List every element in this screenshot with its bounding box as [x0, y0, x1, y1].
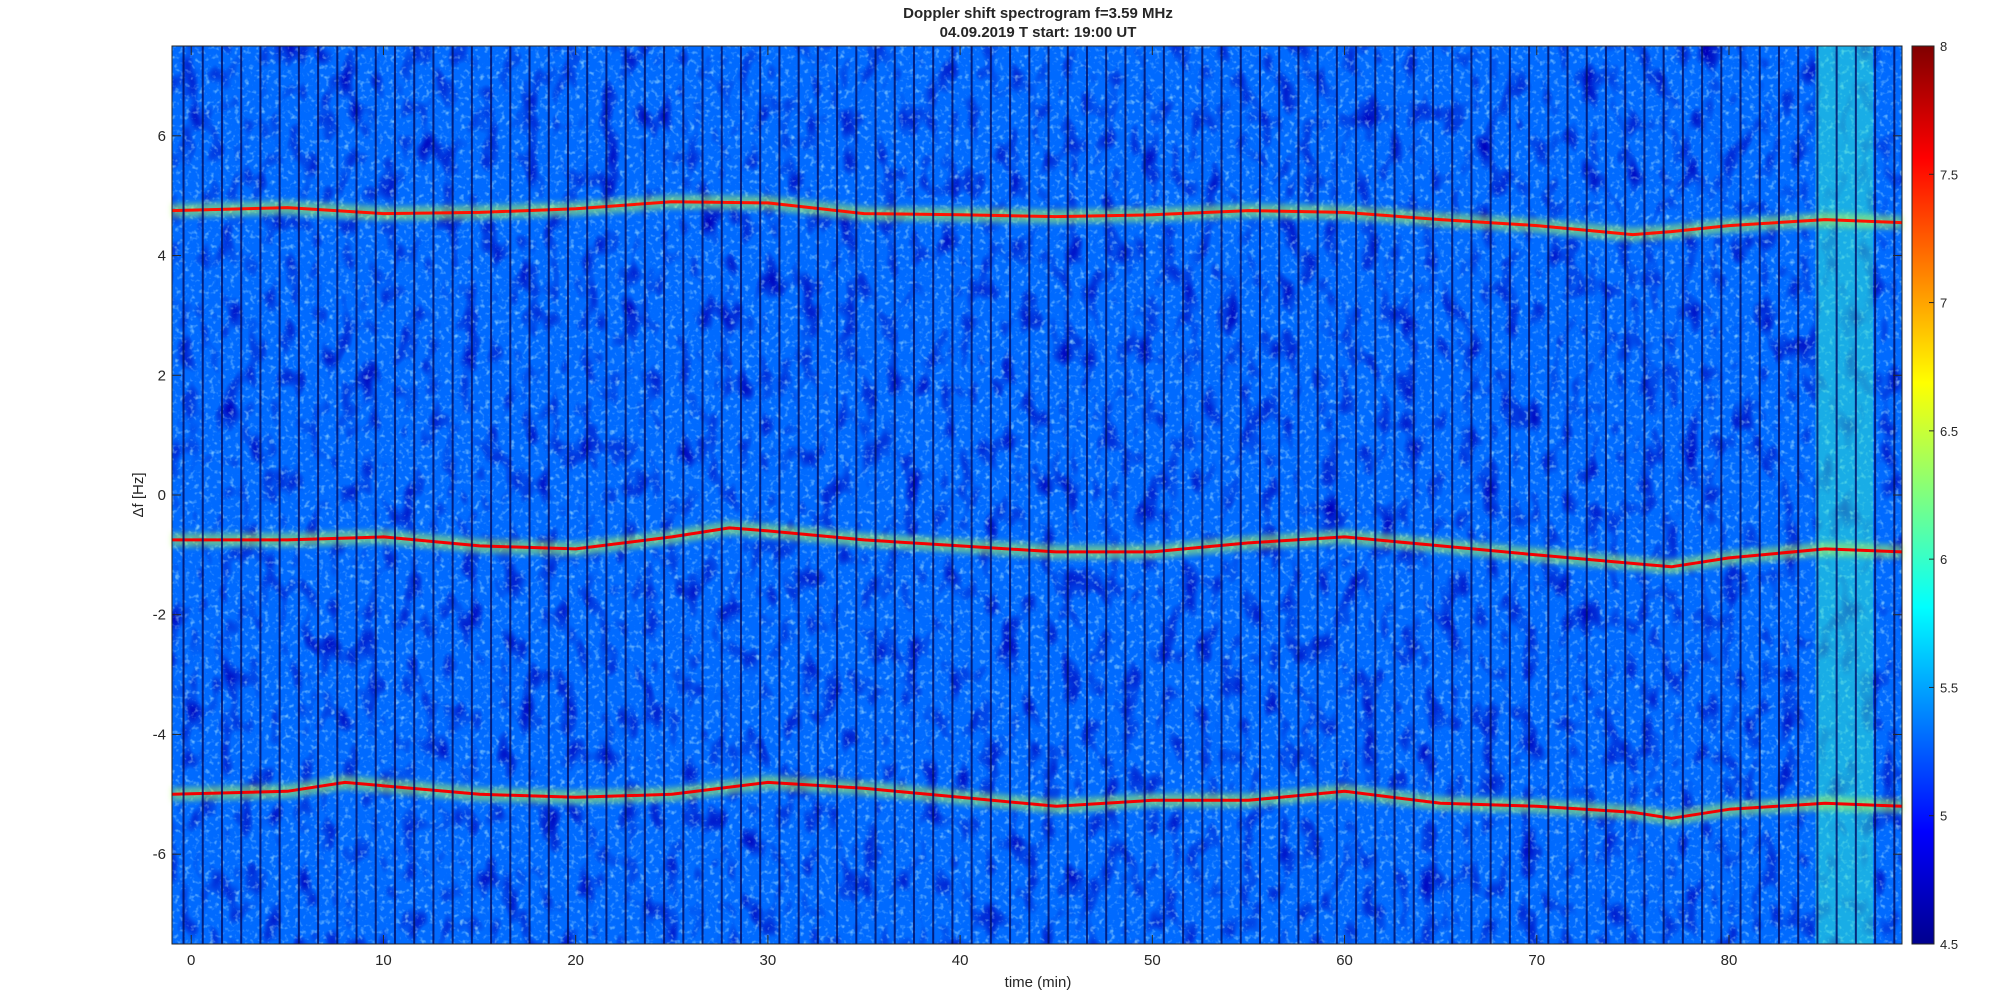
- x-tick-label: 60: [1336, 952, 1353, 969]
- colorbar-ticks: 8 7.5 7 6.5 6 5.5 5 4.5: [1929, 39, 1958, 952]
- y-tick-label: 4: [158, 248, 166, 265]
- signal-trace-1: [171, 200, 1903, 237]
- y-tick-label: -4: [153, 726, 166, 743]
- signal-trace-3: [171, 780, 1903, 820]
- x-tick-label: 80: [1721, 952, 1738, 969]
- x-axis-label: time (min): [1005, 974, 1072, 991]
- y-tick-label: -6: [153, 846, 166, 863]
- x-tick-label: 30: [760, 952, 777, 969]
- bright-band: [1815, 46, 1874, 944]
- spectrogram-stripes: [182, 46, 1896, 944]
- x-axis: 0 10 20 30 40 50 60 70 80: [187, 46, 1737, 969]
- y-tick-label: 2: [158, 367, 166, 384]
- y-axis: 6 4 2 0 -2 -4 -6: [153, 128, 1902, 863]
- spectrogram-bright-bands: [1815, 46, 1874, 944]
- y-tick-label: -2: [153, 607, 166, 624]
- x-tick-label: 0: [187, 952, 195, 969]
- x-tick-label: 50: [1144, 952, 1161, 969]
- colorbar-tick-label: 8: [1940, 39, 1947, 54]
- y-axis-label: Δf [Hz]: [130, 472, 147, 517]
- spectrogram-signal-traces: [171, 194, 1903, 826]
- colorbar-tick-label: 6: [1940, 552, 1947, 567]
- colorbar-tick-label: 7: [1940, 296, 1947, 311]
- x-tick-label: 10: [375, 952, 392, 969]
- colorbar-tick-label: 4.5: [1940, 937, 1958, 952]
- colorbar-tick-label: 5: [1940, 809, 1947, 824]
- chart-title: Doppler shift spectrogram f=3.59 MHz: [903, 5, 1173, 22]
- colorbar-tick-label: 7.5: [1940, 167, 1958, 182]
- y-tick-label: 6: [158, 128, 166, 145]
- x-tick-label: 40: [952, 952, 969, 969]
- colorbar-gradient: [1911, 45, 1935, 945]
- signal-trace-2: [172, 526, 1903, 569]
- chart-subtitle: 04.09.2019 T start: 19:00 UT: [940, 24, 1137, 41]
- y-tick-label: 0: [158, 487, 166, 504]
- x-tick-label: 20: [567, 952, 584, 969]
- x-tick-label: 70: [1528, 952, 1545, 969]
- colorbar-tick-label: 5.5: [1940, 680, 1958, 695]
- colorbar: 8 7.5 7 6.5 6 5.5 5 4.5: [1911, 39, 1958, 952]
- colorbar-tick-label: 6.5: [1940, 424, 1958, 439]
- spectrogram-plot-area: [171, 45, 1903, 945]
